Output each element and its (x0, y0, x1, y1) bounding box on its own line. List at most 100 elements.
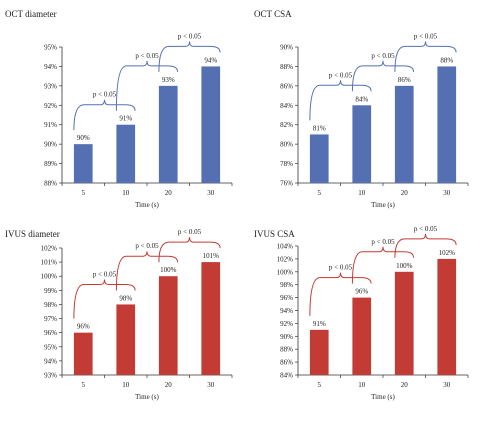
bar (116, 124, 136, 183)
y-tick-label: 78% (280, 160, 293, 168)
significance-label: p < 0.05 (178, 228, 202, 236)
y-tick-label: 93% (44, 372, 57, 380)
data-label: 91% (119, 115, 132, 123)
x-tick-label: 20 (165, 381, 173, 389)
significance-label: p < 0.05 (414, 225, 438, 233)
x-tick-label: 30 (443, 381, 451, 389)
y-tick-label: 92% (44, 102, 57, 110)
bar (394, 85, 414, 183)
data-label: 96% (355, 288, 368, 296)
data-label: 102% (439, 249, 456, 257)
y-tick-label: 92% (280, 320, 293, 328)
significance-label: p < 0.05 (135, 242, 159, 250)
x-axis-title: Time (s) (371, 393, 395, 401)
x-tick-label: 20 (401, 381, 409, 389)
chart-title: OCT diameter (5, 9, 57, 19)
y-tick-label: 95% (44, 44, 57, 52)
y-tick-label: 98% (44, 301, 57, 309)
y-tick-label: 93% (44, 82, 57, 90)
bar (201, 66, 221, 183)
data-label: 81% (313, 124, 326, 132)
bar (352, 297, 372, 375)
significance-label: p < 0.05 (135, 52, 159, 60)
significance-label: p < 0.05 (371, 238, 395, 246)
data-label: 100% (160, 266, 177, 274)
y-tick-label: 89% (44, 160, 57, 168)
chart-title: IVUS diameter (5, 229, 60, 239)
y-tick-label: 90% (44, 141, 57, 149)
data-label: 86% (398, 76, 411, 84)
significance-label: p < 0.05 (178, 32, 202, 40)
x-tick-label: 10 (122, 381, 130, 389)
data-label: 94% (204, 56, 217, 64)
y-tick-label: 88% (44, 180, 57, 188)
y-tick-label: 94% (280, 307, 293, 315)
y-tick-label: 76% (280, 180, 293, 188)
bar (158, 85, 178, 183)
y-tick-label: 100% (41, 273, 58, 281)
significance-label: p < 0.05 (371, 52, 395, 60)
x-tick-label: 20 (165, 189, 173, 197)
x-tick-label: 20 (401, 189, 409, 197)
significance-bracket (158, 41, 221, 72)
significance-bracket (73, 99, 136, 131)
bar (437, 66, 457, 183)
y-tick-label: 84% (280, 372, 293, 380)
bar (158, 276, 178, 375)
y-tick-label: 88% (280, 346, 293, 354)
data-label: 101% (203, 252, 220, 260)
y-tick-label: 86% (280, 82, 293, 90)
data-label: 96% (77, 323, 90, 331)
y-tick-label: 102% (41, 245, 58, 253)
chart-title: OCT CSA (254, 9, 292, 19)
x-tick-label: 10 (358, 189, 366, 197)
y-tick-label: 94% (44, 357, 57, 365)
chart-title: IVUS CSA (254, 229, 295, 239)
y-tick-label: 80% (280, 141, 293, 149)
bar (352, 105, 372, 183)
y-tick-label: 104% (277, 243, 294, 251)
significance-label: p < 0.05 (414, 32, 438, 40)
y-tick-label: 96% (44, 329, 57, 337)
y-tick-label: 84% (280, 102, 293, 110)
significance-label: p < 0.05 (93, 91, 117, 99)
y-tick-label: 94% (44, 63, 57, 71)
data-label: 91% (313, 320, 326, 328)
significance-bracket (394, 233, 457, 258)
bar (437, 258, 457, 375)
significance-bracket (351, 246, 415, 284)
data-label: 88% (440, 56, 453, 64)
data-label: 98% (119, 294, 132, 302)
y-tick-label: 90% (280, 333, 293, 341)
data-label: 90% (77, 134, 90, 142)
bar (309, 134, 329, 183)
significance-bracket (309, 272, 372, 316)
y-tick-label: 98% (280, 281, 293, 289)
x-tick-label: 5 (82, 189, 86, 197)
significance-label: p < 0.05 (93, 270, 117, 278)
x-tick-label: 5 (318, 381, 322, 389)
y-tick-label: 99% (44, 287, 57, 295)
y-tick-label: 86% (280, 359, 293, 367)
x-tick-label: 10 (122, 189, 130, 197)
bar (73, 144, 93, 183)
y-tick-label: 88% (280, 63, 293, 71)
y-tick-label: 91% (44, 121, 57, 129)
x-tick-label: 30 (207, 381, 215, 389)
y-tick-label: 95% (44, 343, 57, 351)
bar (116, 304, 136, 375)
y-tick-label: 101% (41, 259, 58, 267)
x-tick-label: 30 (443, 189, 451, 197)
x-axis-title: Time (s) (135, 201, 159, 209)
x-tick-label: 10 (358, 381, 366, 389)
data-label: 93% (162, 76, 175, 84)
significance-bracket (394, 41, 457, 72)
y-tick-label: 82% (280, 121, 293, 129)
y-tick-label: 90% (280, 44, 293, 52)
y-tick-label: 100% (277, 268, 294, 276)
data-label: 100% (396, 262, 413, 270)
bar (309, 329, 329, 375)
significance-label: p < 0.05 (329, 71, 353, 79)
x-axis-title: Time (s) (135, 393, 159, 401)
